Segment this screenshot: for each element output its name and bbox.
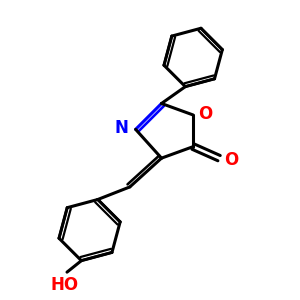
Text: HO: HO bbox=[50, 277, 78, 295]
Text: O: O bbox=[198, 104, 213, 122]
Text: N: N bbox=[115, 119, 128, 137]
Text: O: O bbox=[224, 151, 238, 169]
